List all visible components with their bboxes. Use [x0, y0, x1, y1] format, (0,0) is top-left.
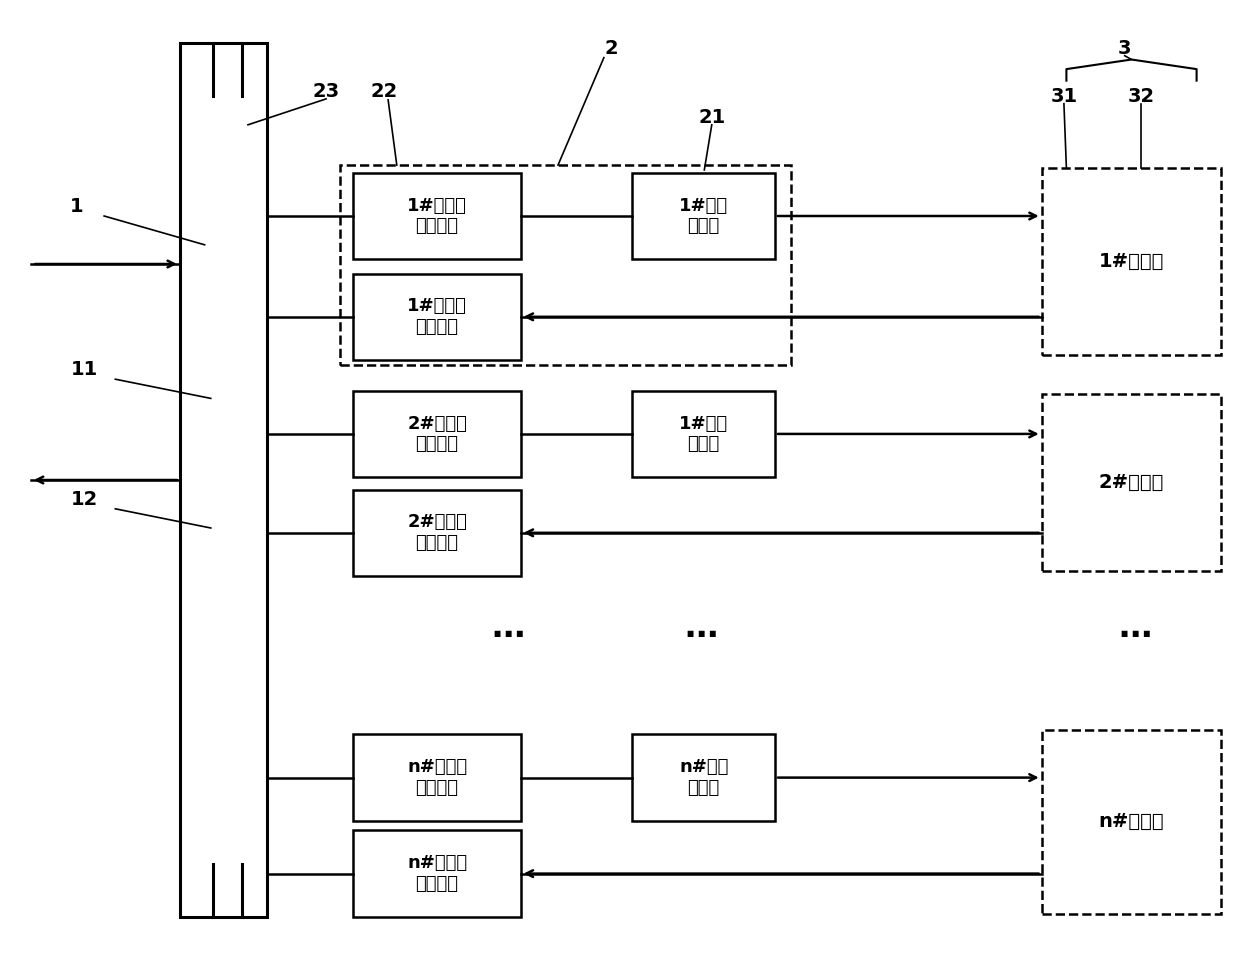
Text: 1#流量
控制阀: 1#流量 控制阀 — [680, 197, 728, 235]
Text: n#第二温
度传感器: n#第二温 度传感器 — [407, 854, 467, 893]
Text: 1#第二温
度传感器: 1#第二温 度传感器 — [407, 298, 467, 336]
Polygon shape — [353, 274, 521, 360]
Text: 23: 23 — [312, 82, 340, 101]
Polygon shape — [1042, 394, 1221, 571]
Polygon shape — [632, 734, 775, 821]
Polygon shape — [353, 830, 521, 917]
Polygon shape — [632, 173, 775, 259]
Text: 12: 12 — [71, 490, 98, 509]
Text: 2#电池包: 2#电池包 — [1099, 473, 1164, 492]
Polygon shape — [353, 734, 521, 821]
Text: n#第一温
度传感器: n#第一温 度传感器 — [407, 758, 467, 797]
Text: 1#流量
控制阀: 1#流量 控制阀 — [680, 415, 728, 453]
Text: 2#第一温
度传感器: 2#第一温 度传感器 — [407, 415, 467, 453]
Text: 1#第一温
度传感器: 1#第一温 度传感器 — [407, 197, 467, 235]
Text: ⋯: ⋯ — [684, 619, 717, 652]
Polygon shape — [1042, 730, 1221, 914]
Polygon shape — [353, 173, 521, 259]
Text: 22: 22 — [371, 82, 398, 101]
Text: 2#第二温
度传感器: 2#第二温 度传感器 — [407, 514, 467, 552]
Text: 1#电池包: 1#电池包 — [1099, 252, 1164, 271]
Text: 11: 11 — [71, 360, 98, 379]
Text: 31: 31 — [1050, 86, 1078, 106]
Text: 32: 32 — [1127, 86, 1154, 106]
Text: 1: 1 — [71, 197, 83, 216]
Text: 21: 21 — [698, 108, 725, 127]
Text: n#流量
控制阀: n#流量 控制阀 — [680, 758, 728, 797]
Polygon shape — [1042, 168, 1221, 355]
Polygon shape — [180, 43, 267, 917]
Polygon shape — [353, 490, 521, 576]
Polygon shape — [353, 391, 521, 477]
Text: ⋯: ⋯ — [492, 619, 525, 652]
Polygon shape — [632, 391, 775, 477]
Text: n#电池包: n#电池包 — [1099, 812, 1164, 831]
Text: 2: 2 — [605, 38, 618, 58]
Text: ⋯: ⋯ — [1118, 619, 1151, 652]
Text: 3: 3 — [1118, 38, 1131, 58]
